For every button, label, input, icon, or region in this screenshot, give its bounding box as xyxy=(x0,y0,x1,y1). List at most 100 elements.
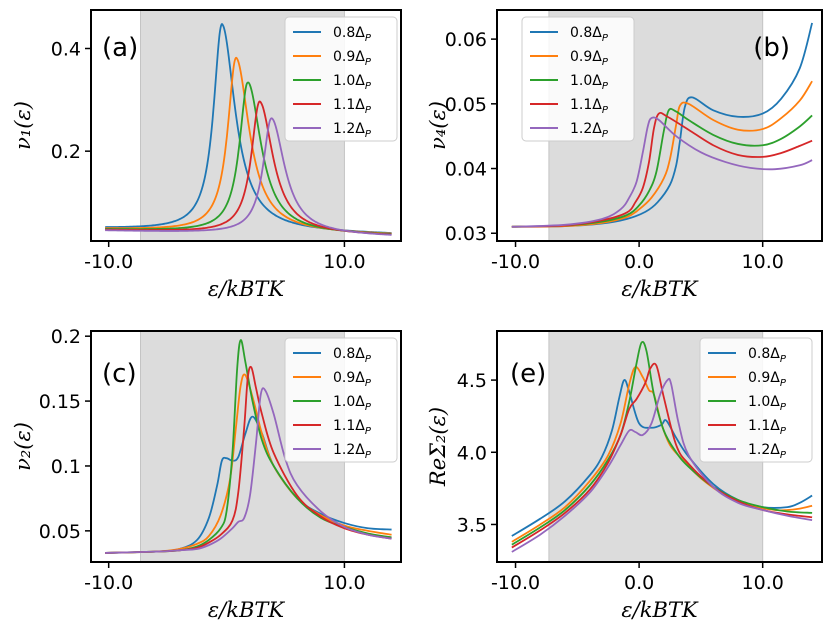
x-tick-label: -10.0 xyxy=(491,251,540,273)
legend-label-sub: P xyxy=(365,378,372,389)
x-axis-label: ε/kBTK xyxy=(208,277,286,301)
panel-letter: (a) xyxy=(102,33,138,63)
y-axis-label: ReΣ₂(ε) xyxy=(426,407,450,487)
legend-label-sub: P xyxy=(780,450,787,461)
series-line-2 xyxy=(105,339,392,554)
legend-label-1: 0.9ΔP xyxy=(570,49,609,68)
axes-frame xyxy=(496,330,823,563)
legend-label-sub: P xyxy=(365,105,372,116)
legend-label-sub: P xyxy=(780,402,787,413)
legend-box xyxy=(284,16,398,142)
legend-label-base: 1.1Δ xyxy=(570,97,602,113)
legend-label-sub: P xyxy=(365,129,372,140)
series-line-0 xyxy=(511,22,813,228)
legend-label-1: 0.9ΔP xyxy=(333,49,372,68)
x-tick-label: 10.0 xyxy=(742,251,784,273)
series-lines xyxy=(105,339,392,554)
y-tick-label: 0.2 xyxy=(51,326,81,348)
legend-label-sub: P xyxy=(780,426,787,437)
legend-label-4: 1.2ΔP xyxy=(333,442,372,461)
panel-letter: (c) xyxy=(102,359,137,389)
x-tick-label: 0.0 xyxy=(624,251,654,273)
series-line-4 xyxy=(511,116,813,228)
y-tick-label: 0.4 xyxy=(51,39,81,61)
series-line-3 xyxy=(511,111,813,228)
panel-letter: (b) xyxy=(753,33,790,63)
legend-label-base: 0.8Δ xyxy=(570,25,602,41)
series-line-0 xyxy=(105,415,392,554)
legend-label-sub: P xyxy=(365,33,372,44)
axes-frame xyxy=(90,330,402,563)
x-tick-label: -10.0 xyxy=(84,572,133,594)
axes-frame xyxy=(496,9,823,242)
legend-label-base: 1.2Δ xyxy=(333,442,365,458)
legend-label-2: 1.0ΔP xyxy=(570,73,609,92)
legend-label-base: 0.8Δ xyxy=(333,346,365,362)
y-tick-label: 4.5 xyxy=(457,370,487,392)
legend-label-base: 1.2Δ xyxy=(748,442,780,458)
legend-label-base: 1.1Δ xyxy=(333,97,365,113)
series-line-4 xyxy=(105,387,392,554)
legend-label-0: 0.8ΔP xyxy=(748,346,787,365)
series-line-1 xyxy=(511,80,813,228)
series-line-3 xyxy=(511,362,813,549)
series-line-2 xyxy=(511,107,813,228)
legend-label-2: 1.0ΔP xyxy=(333,73,372,92)
legend-label-3: 1.1ΔP xyxy=(748,418,787,437)
y-tick-label: 0.05 xyxy=(39,521,81,543)
legend-label-sub: P xyxy=(365,426,372,437)
legend-label-sub: P xyxy=(602,57,609,68)
x-axis-label: ε/kBTK xyxy=(208,598,286,622)
y-tick-label: 0.06 xyxy=(445,29,487,51)
series-line-1 xyxy=(105,373,392,554)
legend-label-base: 1.1Δ xyxy=(748,418,780,434)
y-axis-label: ν₄(ε) xyxy=(426,101,450,150)
legend-label-base: 1.2Δ xyxy=(333,121,365,137)
legend-label-sub: P xyxy=(602,33,609,44)
legend-label-base: 1.1Δ xyxy=(333,418,365,434)
series-lines xyxy=(105,23,392,236)
legend-label-base: 1.0Δ xyxy=(333,394,365,410)
legend-label-sub: P xyxy=(602,81,609,92)
series-line-2 xyxy=(511,340,813,546)
x-tick-label: 10.0 xyxy=(323,572,365,594)
axes-frame xyxy=(90,9,402,242)
legend-label-sub: P xyxy=(780,378,787,389)
legend-box xyxy=(284,337,398,463)
x-axis-label: ε/kBTK xyxy=(621,277,699,301)
legend-label-sub: P xyxy=(365,57,372,68)
series-line-4 xyxy=(105,117,392,236)
legend-label-base: 1.0Δ xyxy=(570,73,602,89)
legend-label-base: 0.9Δ xyxy=(333,49,365,65)
x-tick-label: 10.0 xyxy=(323,251,365,273)
legend-label-base: 0.8Δ xyxy=(333,25,365,41)
legend-label-2: 1.0ΔP xyxy=(333,394,372,413)
series-line-4 xyxy=(511,377,813,553)
panel-e: -10.0 0.0 10.0 3.5 4.0 4.5 ε/kBTK ReΣ₂(ε) (e) 0.8… xyxy=(426,330,823,622)
legend-label-base: 1.0Δ xyxy=(748,394,780,410)
legend-label-4: 1.2ΔP xyxy=(748,442,787,461)
series-line-3 xyxy=(105,365,392,554)
legend-label-base: 1.2Δ xyxy=(570,121,602,137)
panel-c: -10.0 10.0 0.05 0.1 0.15 0.2 ε/kBTK ν₂(ε) (c) 0.8… xyxy=(11,326,402,622)
legend-label-sub: P xyxy=(602,105,609,116)
legend-label-0: 0.8ΔP xyxy=(333,346,372,365)
legend-label-base: 1.0Δ xyxy=(333,73,365,89)
legend-label-base: 0.9Δ xyxy=(748,370,780,386)
y-axis-label: ν₂(ε) xyxy=(11,422,35,471)
legend-label-0: 0.8ΔP xyxy=(333,25,372,44)
y-axis-label: ν₁(ε) xyxy=(11,101,35,150)
legend-label-base: 0.9Δ xyxy=(570,49,602,65)
legend-box xyxy=(521,16,635,142)
legend-label-3: 1.1ΔP xyxy=(570,97,609,116)
legend-label-sub: P xyxy=(780,354,787,365)
x-axis-label: ε/kBTK xyxy=(621,598,699,622)
x-tick-label: -10.0 xyxy=(491,572,540,594)
legend-label-base: 0.8Δ xyxy=(748,346,780,362)
legend-label-base: 0.9Δ xyxy=(333,370,365,386)
